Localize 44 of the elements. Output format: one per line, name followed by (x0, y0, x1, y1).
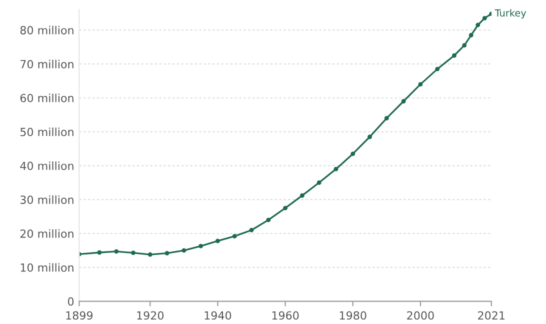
y-tick-label: 70 million (20, 60, 74, 68)
x-tick-label: 1920 (137, 311, 164, 320)
point (114, 249, 119, 254)
point (283, 206, 288, 210)
point (182, 248, 186, 253)
point (462, 43, 467, 48)
point (452, 53, 456, 58)
point (384, 116, 389, 120)
y-tick-label: 60 million (20, 94, 74, 102)
x-tick-label: 1960 (272, 311, 299, 320)
y-tick-label: 0 (68, 297, 74, 306)
point (164, 250, 170, 256)
x-tick-label: 1980 (340, 311, 366, 320)
point (368, 134, 372, 140)
y-tick-label: 20 million (20, 229, 74, 238)
y-tick-label: 40 million (20, 161, 74, 170)
line-series (79, 12, 492, 257)
y-tick-label: 80 million (20, 26, 74, 34)
x-tick-label: 2021 (478, 311, 505, 320)
point (198, 244, 204, 248)
point (97, 250, 102, 255)
series-label: Turkey (494, 9, 526, 18)
point (316, 180, 322, 185)
point (300, 193, 304, 198)
y-tick-label: 30 million (20, 195, 74, 204)
x-tick-label: 2000 (407, 311, 434, 320)
point (334, 166, 338, 172)
point (482, 16, 487, 20)
point (215, 238, 220, 244)
y-tick-label: 50 million (20, 128, 74, 136)
point (401, 99, 406, 104)
point (249, 228, 254, 232)
point (350, 152, 356, 156)
x-tick-label: 1940 (204, 311, 232, 320)
x-tick-label: 1899 (66, 311, 93, 320)
point (232, 234, 237, 238)
point (266, 218, 271, 222)
point (435, 66, 440, 72)
point (418, 82, 423, 87)
y-tick-label: 10 million (20, 263, 74, 272)
point (476, 22, 480, 28)
point (148, 252, 152, 257)
point (131, 250, 136, 256)
point (468, 32, 474, 38)
